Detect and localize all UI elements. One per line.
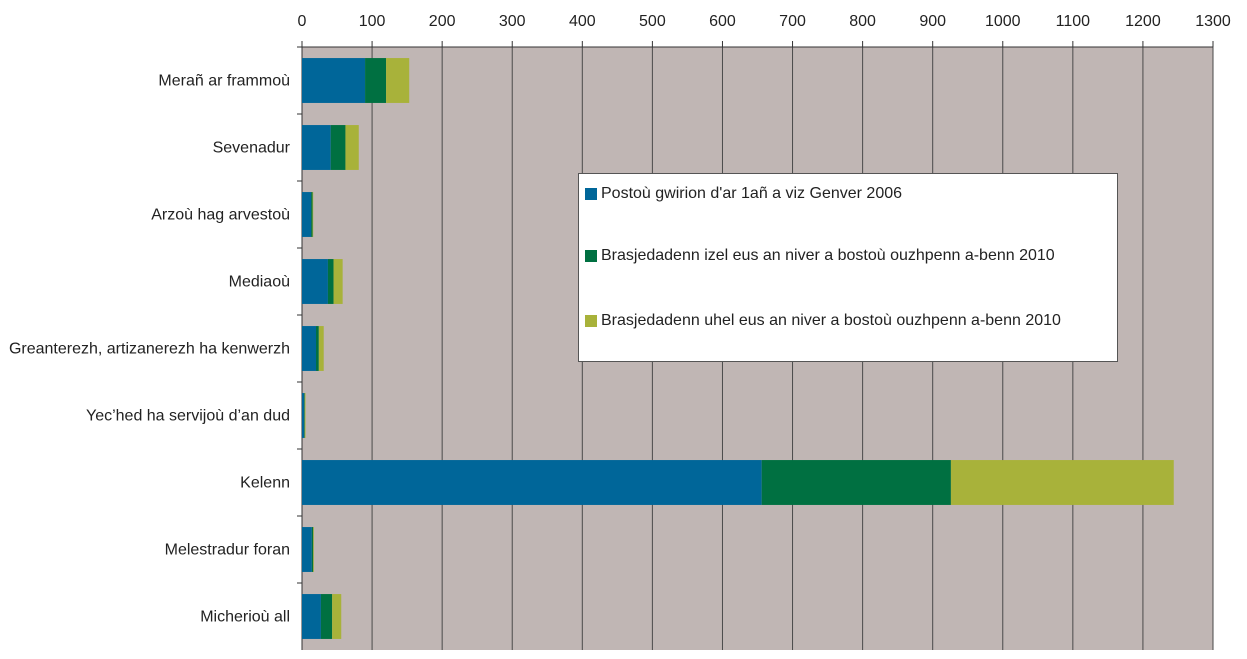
- bar-segment: [345, 125, 359, 170]
- bar-segment: [302, 527, 312, 572]
- legend-item: Brasjedadenn uhel eus an niver a bostoù …: [583, 311, 1129, 331]
- bar-segment: [332, 594, 342, 639]
- bar-segment: [313, 527, 314, 572]
- y-tick-label: Sevenadur: [212, 139, 290, 156]
- bar-segment: [302, 58, 366, 103]
- x-tick-label: 1300: [1195, 13, 1231, 30]
- bar-segment: [311, 527, 314, 572]
- bar-segment: [365, 58, 387, 103]
- y-tick-label: Arzoù hag arvestoù: [151, 206, 290, 223]
- bar-segment: [950, 460, 1174, 505]
- x-tick-label: 1100: [1056, 13, 1091, 30]
- y-tick-label: Yec’hed ha servijoù d’an dud: [85, 407, 290, 424]
- y-tick-label: Melestradur foran: [164, 541, 290, 558]
- x-tick-label: 100: [359, 13, 386, 30]
- y-tick-label: Micherioù all: [200, 608, 290, 625]
- bar-segment: [320, 594, 333, 639]
- legend-label: Brasjedadenn uhel eus an niver a bostoù …: [601, 312, 1061, 329]
- bar-segment: [304, 393, 306, 438]
- y-tick-label: Mediaoù: [228, 273, 290, 290]
- legend-item: Postoù gwirion d'ar 1añ a viz Genver 200…: [583, 184, 1129, 204]
- x-tick-label: 200: [429, 13, 456, 30]
- y-tick-label: Kelenn: [240, 474, 290, 491]
- bar-segment: [386, 58, 410, 103]
- bar-segment: [333, 259, 343, 304]
- x-tick-label: 600: [709, 13, 736, 30]
- bar-segment: [302, 125, 331, 170]
- bar-segment: [304, 393, 305, 438]
- y-tick-label: Greanterezh, artizanerezh ha kenwerzh: [8, 340, 290, 357]
- bar-segment: [327, 259, 334, 304]
- legend-label: Postoù gwirion d'ar 1añ a viz Genver 200…: [601, 185, 903, 202]
- legend: Postoù gwirion d'ar 1añ a viz Genver 200…: [578, 173, 1118, 362]
- legend-swatch: [585, 250, 597, 262]
- bar-segment: [302, 192, 312, 237]
- bar-segment: [761, 460, 951, 505]
- bar-segment: [311, 192, 313, 237]
- bar-segment: [302, 326, 317, 371]
- bar-segment: [312, 192, 314, 237]
- x-tick-label: 400: [569, 13, 596, 30]
- bar-segment: [302, 259, 328, 304]
- legend-label: Brasjedadenn izel eus an niver a bostoù …: [601, 247, 1055, 264]
- legend-swatch: [585, 315, 597, 327]
- x-tick-label: 900: [919, 13, 946, 30]
- x-tick-label: 800: [849, 13, 876, 30]
- bar-segment: [302, 393, 305, 438]
- bar-segment: [302, 594, 321, 639]
- bar-segment: [302, 460, 762, 505]
- legend-item: Brasjedadenn izel eus an niver a bostoù …: [583, 246, 1129, 266]
- bar-segment: [316, 326, 319, 371]
- legend-swatch: [585, 188, 597, 200]
- bar-segment: [318, 326, 324, 371]
- y-tick-label: Merañ ar frammoù: [158, 72, 290, 89]
- x-tick-label: 1200: [1125, 13, 1161, 30]
- x-tick-label: 300: [499, 13, 526, 30]
- x-tick-label: 0: [298, 13, 307, 30]
- bar-segment: [330, 125, 346, 170]
- x-tick-label: 500: [639, 13, 666, 30]
- x-tick-label: 700: [779, 13, 806, 30]
- x-tick-label: 1000: [985, 13, 1021, 30]
